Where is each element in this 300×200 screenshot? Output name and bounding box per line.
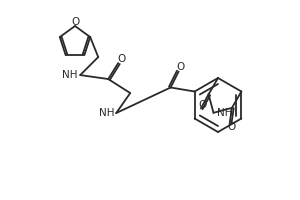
Text: O: O — [71, 17, 79, 27]
Text: O: O — [227, 122, 236, 132]
Text: NH: NH — [218, 108, 233, 118]
Text: NH: NH — [62, 70, 77, 80]
Text: O: O — [199, 100, 207, 110]
Text: NH: NH — [99, 108, 114, 118]
Text: O: O — [176, 62, 185, 72]
Text: O: O — [117, 54, 125, 64]
